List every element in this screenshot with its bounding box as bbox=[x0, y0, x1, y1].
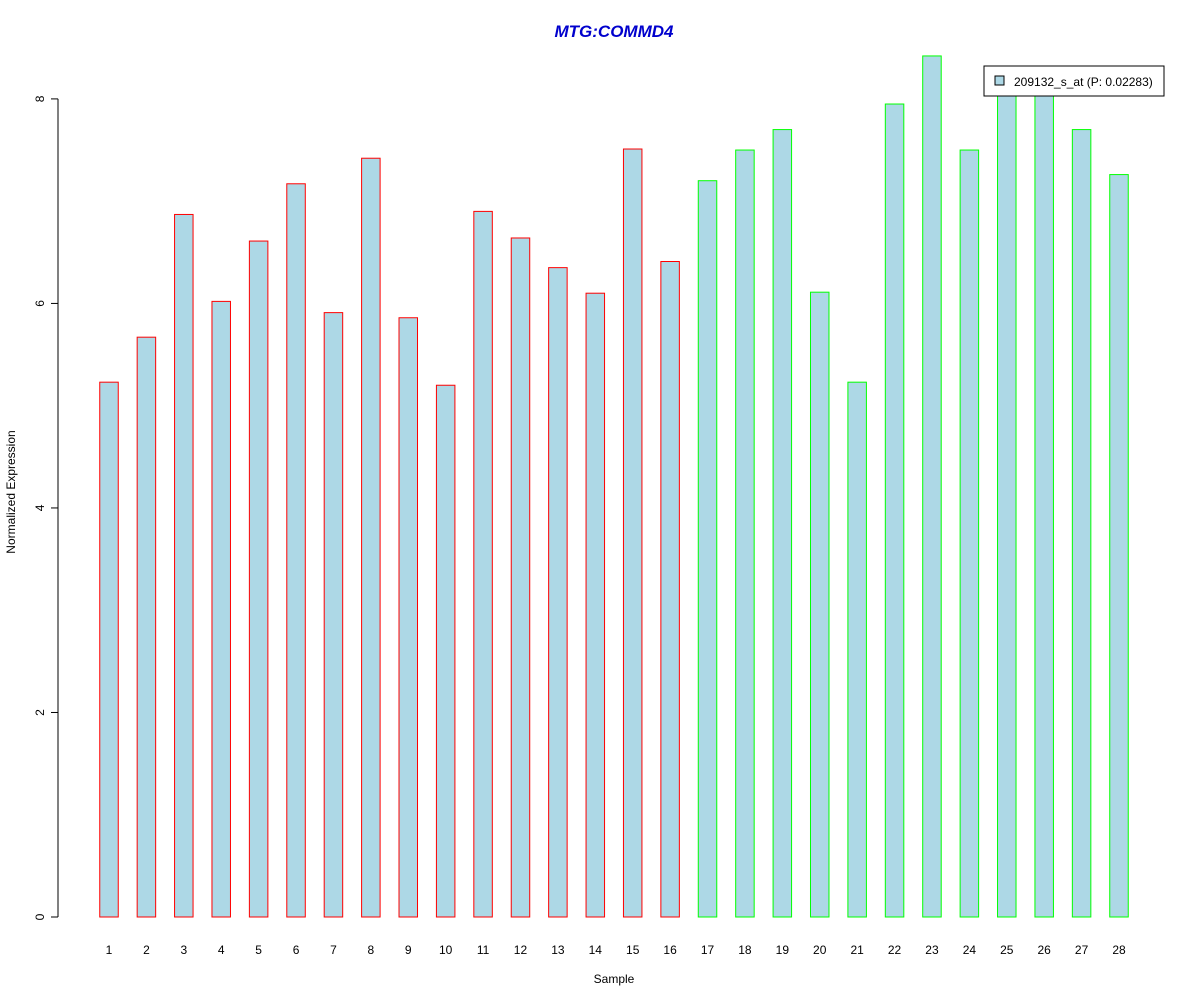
x-tick-label: 22 bbox=[888, 943, 902, 957]
x-tick-label: 28 bbox=[1112, 943, 1126, 957]
bar-sample-5 bbox=[248, 240, 269, 918]
x-tick-label: 13 bbox=[551, 943, 565, 957]
bar-sample-9 bbox=[398, 317, 419, 918]
x-tick-label: 11 bbox=[477, 943, 490, 957]
legend-swatch bbox=[994, 75, 1005, 86]
bar-sample-4 bbox=[211, 300, 231, 918]
x-tick-label: 27 bbox=[1075, 943, 1089, 957]
y-axis-label: Normalized Expression bbox=[4, 430, 18, 553]
bar-sample-8 bbox=[361, 157, 381, 918]
chart-title: MTG:COMMD4 bbox=[555, 22, 675, 41]
y-axis: 0 2 4 6 8 bbox=[33, 95, 59, 920]
bar-sample-26 bbox=[1034, 88, 1054, 918]
x-tick-label: 9 bbox=[405, 943, 412, 957]
x-tick-label: 8 bbox=[368, 943, 375, 957]
bar-sample-19 bbox=[772, 129, 793, 918]
x-tick-label: 12 bbox=[514, 943, 528, 957]
bar-sample-22 bbox=[884, 103, 905, 918]
y-tick-label: 4 bbox=[33, 504, 47, 511]
bar-sample-1 bbox=[99, 381, 119, 918]
bar-sample-21 bbox=[847, 381, 867, 918]
bar-sample-18 bbox=[735, 149, 755, 918]
x-tick-label: 26 bbox=[1038, 943, 1052, 957]
bar-sample-6 bbox=[286, 183, 306, 918]
x-tick-label: 17 bbox=[701, 943, 715, 957]
x-axis-label: Sample bbox=[594, 972, 635, 986]
y-tick-label: 0 bbox=[33, 913, 47, 920]
bar-sample-23 bbox=[922, 55, 942, 918]
bar-sample-2 bbox=[136, 336, 157, 918]
bar-sample-20 bbox=[809, 291, 830, 918]
bar-sample-11 bbox=[473, 210, 493, 918]
bar-sample-7 bbox=[323, 312, 344, 918]
bar-sample-3 bbox=[174, 213, 194, 918]
x-tick-label: 21 bbox=[850, 943, 864, 957]
bar-sample-14 bbox=[585, 292, 606, 918]
x-tick-label: 10 bbox=[439, 943, 453, 957]
x-tick-label: 20 bbox=[813, 943, 827, 957]
bar-sample-16 bbox=[660, 261, 680, 918]
legend-series-label: 209132_s_at (P: 0.02283) bbox=[1014, 75, 1153, 89]
bar-sample-28 bbox=[1109, 174, 1129, 918]
bar-sample-10 bbox=[435, 384, 456, 918]
x-tick-label: 19 bbox=[776, 943, 790, 957]
x-tick-label: 23 bbox=[925, 943, 939, 957]
x-tick-label: 16 bbox=[663, 943, 677, 957]
bar-sample-24 bbox=[959, 149, 980, 918]
x-tick-label: 1 bbox=[106, 943, 113, 957]
x-tick-label: 15 bbox=[626, 943, 640, 957]
x-tick-label: 4 bbox=[218, 943, 225, 957]
x-tick-label: 2 bbox=[143, 943, 150, 957]
x-tick-label: 5 bbox=[255, 943, 262, 957]
x-tick-labels: 1 2 3 4 5 6 7 8 9 10 11 12 13 14 15 16 17 18 19 20 21 22 23 24 2… bbox=[106, 943, 1126, 957]
x-tick-label: 14 bbox=[589, 943, 603, 957]
bar-sample-12 bbox=[510, 237, 531, 918]
x-tick-label: 3 bbox=[180, 943, 187, 957]
bar-sample-13 bbox=[548, 267, 568, 918]
x-tick-label: 7 bbox=[330, 943, 337, 957]
x-tick-label: 24 bbox=[963, 943, 977, 957]
x-tick-label: 25 bbox=[1000, 943, 1014, 957]
legend-box bbox=[983, 65, 1165, 97]
x-tick-label: 18 bbox=[738, 943, 752, 957]
y-tick-label: 2 bbox=[33, 709, 47, 716]
y-tick-label: 6 bbox=[33, 300, 47, 307]
y-tick-label: 8 bbox=[33, 95, 47, 102]
bar-sample-27 bbox=[1071, 129, 1092, 918]
bars bbox=[99, 55, 1129, 918]
x-tick-label: 6 bbox=[293, 943, 300, 957]
bar-sample-15 bbox=[622, 148, 643, 918]
bar-sample-25 bbox=[997, 88, 1017, 918]
legend: 209132_s_at (P: 0.02283) bbox=[983, 65, 1165, 97]
bar-sample-17 bbox=[697, 180, 718, 918]
